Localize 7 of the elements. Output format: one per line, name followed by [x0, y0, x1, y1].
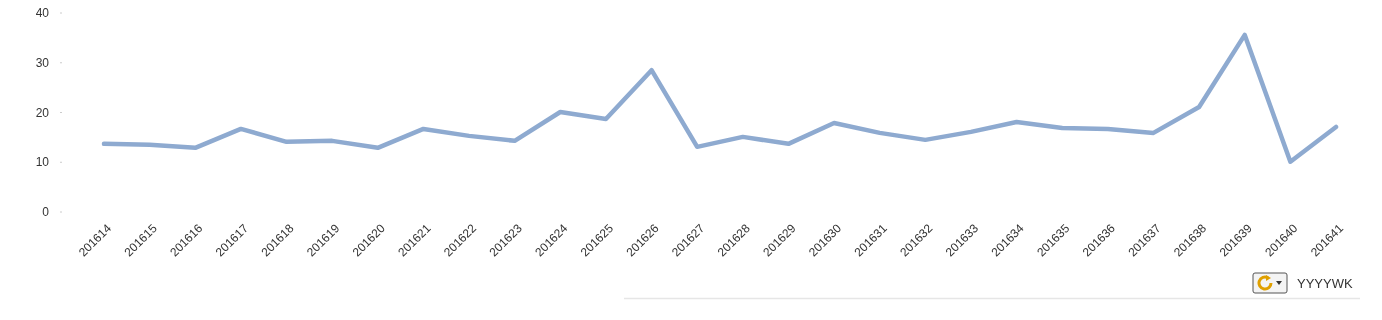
y-tick-label: 10	[35, 155, 50, 170]
y-tick-label: 20	[35, 105, 50, 120]
y-tick-label: 0	[42, 205, 50, 220]
y-tick-label: 30	[35, 55, 50, 70]
x-axis-title: YYYYWK	[1297, 275, 1353, 291]
y-tick-label: 40	[35, 6, 50, 21]
line-series	[101, 32, 1339, 164]
